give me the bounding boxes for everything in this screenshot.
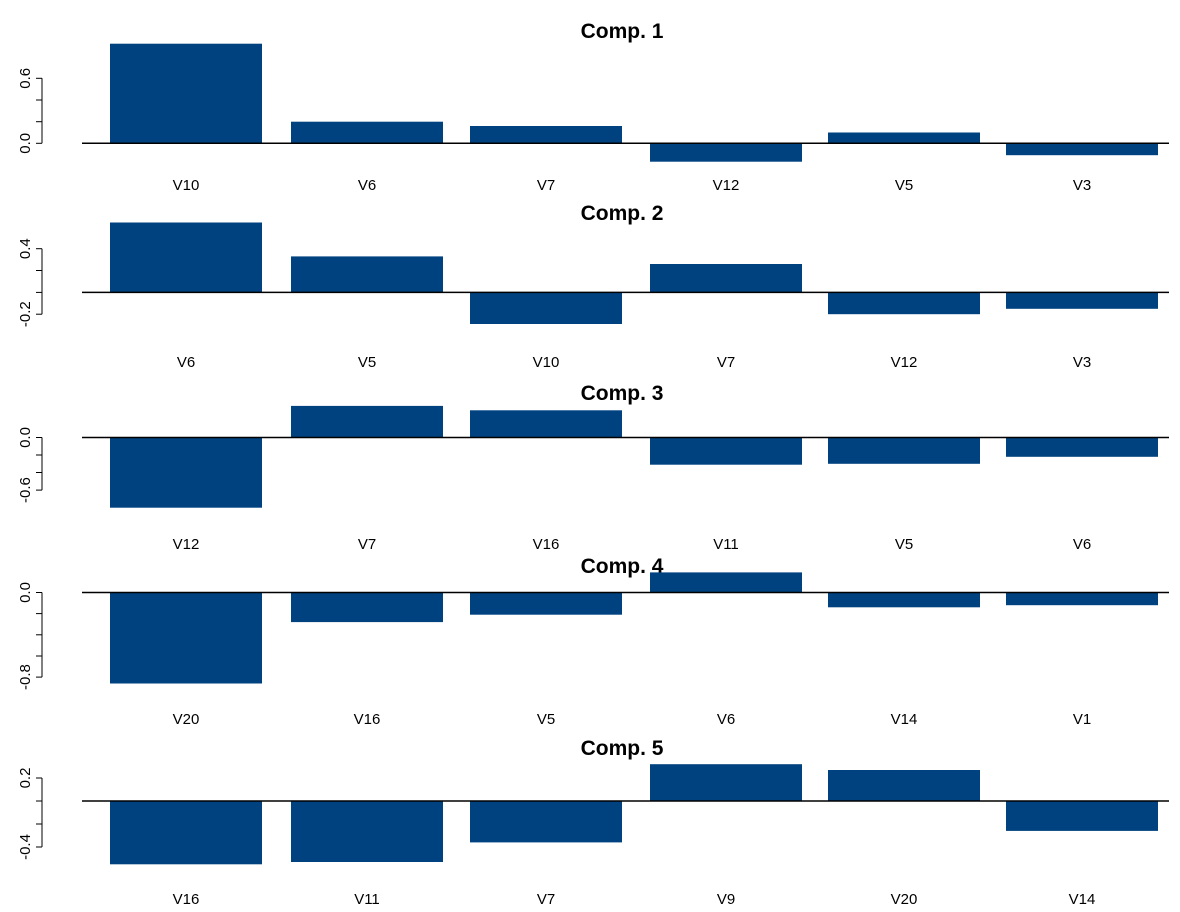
category-label: V1 bbox=[1073, 711, 1091, 728]
bar bbox=[650, 572, 802, 593]
bar bbox=[828, 437, 980, 464]
bar bbox=[1006, 143, 1158, 156]
bar bbox=[291, 405, 443, 438]
category-label: V5 bbox=[895, 536, 913, 553]
category-label: V11 bbox=[354, 891, 380, 907]
category-label: V5 bbox=[537, 711, 555, 728]
category-label: V16 bbox=[354, 711, 381, 728]
comp-panel: Comp. 4 0.0 -0.8 V20 V16 V5 V6 V14 V1 bbox=[17, 555, 1169, 728]
bar bbox=[470, 592, 622, 615]
y-tick-label: 0.4 bbox=[17, 238, 34, 259]
y-tick-label: 0.0 bbox=[17, 133, 34, 154]
y-tick-label: -0.8 bbox=[17, 664, 34, 690]
y-tick-label: 0.6 bbox=[17, 68, 34, 89]
comp-panel: Comp. 1 0.0 0.6 V10 V6 V7 V12 V5 V3 bbox=[17, 20, 1169, 194]
bar bbox=[110, 43, 262, 144]
category-label: V6 bbox=[1073, 536, 1091, 553]
comp-panel: Comp. 5 0.2 -0.4 V16 V11 V7 V9 V20 V14 bbox=[17, 737, 1169, 908]
category-label: V5 bbox=[895, 177, 913, 194]
category-label: V10 bbox=[173, 177, 200, 194]
bar bbox=[828, 132, 980, 144]
bar bbox=[470, 410, 622, 438]
panel-title: Comp. 2 bbox=[581, 202, 664, 225]
category-label: V7 bbox=[717, 354, 735, 371]
category-label: V12 bbox=[891, 354, 918, 371]
bar bbox=[470, 801, 622, 843]
bar bbox=[470, 126, 622, 144]
category-label: V6 bbox=[177, 354, 195, 371]
comp-panel: Comp. 2 -0.2 0.4 V6 V5 V10 V7 V12 V3 bbox=[17, 202, 1169, 371]
category-label: V16 bbox=[533, 536, 560, 553]
category-label: V14 bbox=[1069, 891, 1096, 907]
bar bbox=[1006, 437, 1158, 457]
panel-title: Comp. 4 bbox=[581, 555, 664, 578]
category-label: V7 bbox=[358, 536, 376, 553]
category-label: V5 bbox=[358, 354, 376, 371]
bar bbox=[110, 592, 262, 684]
panel-title: Comp. 1 bbox=[581, 20, 664, 43]
category-label: V3 bbox=[1073, 354, 1091, 371]
bar bbox=[650, 437, 802, 465]
bar bbox=[470, 292, 622, 324]
category-label: V7 bbox=[537, 891, 555, 907]
y-tick-label: 0.0 bbox=[17, 427, 34, 448]
bar bbox=[650, 143, 802, 162]
y-tick-label: 0.2 bbox=[17, 768, 34, 789]
category-label: V16 bbox=[173, 891, 200, 907]
bar bbox=[110, 222, 262, 293]
bar bbox=[1006, 801, 1158, 831]
y-tick-label: -0.6 bbox=[17, 477, 34, 503]
y-tick-label: -0.2 bbox=[17, 301, 34, 327]
category-label: V7 bbox=[537, 177, 555, 194]
category-label: V20 bbox=[891, 891, 918, 907]
category-label: V12 bbox=[713, 177, 740, 194]
comp-panel: Comp. 3 0.0 -0.6 V12 V7 V16 V11 V5 V6 bbox=[17, 382, 1169, 553]
category-label: V12 bbox=[173, 536, 200, 553]
category-label: V6 bbox=[717, 711, 735, 728]
y-tick-label: 0.0 bbox=[17, 582, 34, 603]
category-label: V11 bbox=[713, 536, 739, 553]
bar bbox=[650, 264, 802, 293]
bar bbox=[291, 256, 443, 293]
bar bbox=[828, 770, 980, 801]
category-label: V14 bbox=[891, 711, 918, 728]
bar bbox=[291, 121, 443, 144]
category-label: V6 bbox=[358, 177, 376, 194]
bar bbox=[110, 801, 262, 865]
bar bbox=[828, 592, 980, 608]
bar bbox=[1006, 292, 1158, 309]
panel-title: Comp. 5 bbox=[581, 737, 664, 760]
bar bbox=[650, 764, 802, 801]
y-tick-label: -0.4 bbox=[17, 834, 34, 860]
bar bbox=[291, 801, 443, 862]
category-label: V9 bbox=[717, 891, 735, 907]
panel-title: Comp. 3 bbox=[581, 382, 664, 405]
bar bbox=[828, 292, 980, 315]
bar bbox=[291, 592, 443, 623]
category-label: V20 bbox=[173, 711, 200, 728]
category-label: V10 bbox=[533, 354, 560, 371]
bar bbox=[1006, 592, 1158, 606]
category-label: V3 bbox=[1073, 177, 1091, 194]
bar bbox=[110, 437, 262, 508]
